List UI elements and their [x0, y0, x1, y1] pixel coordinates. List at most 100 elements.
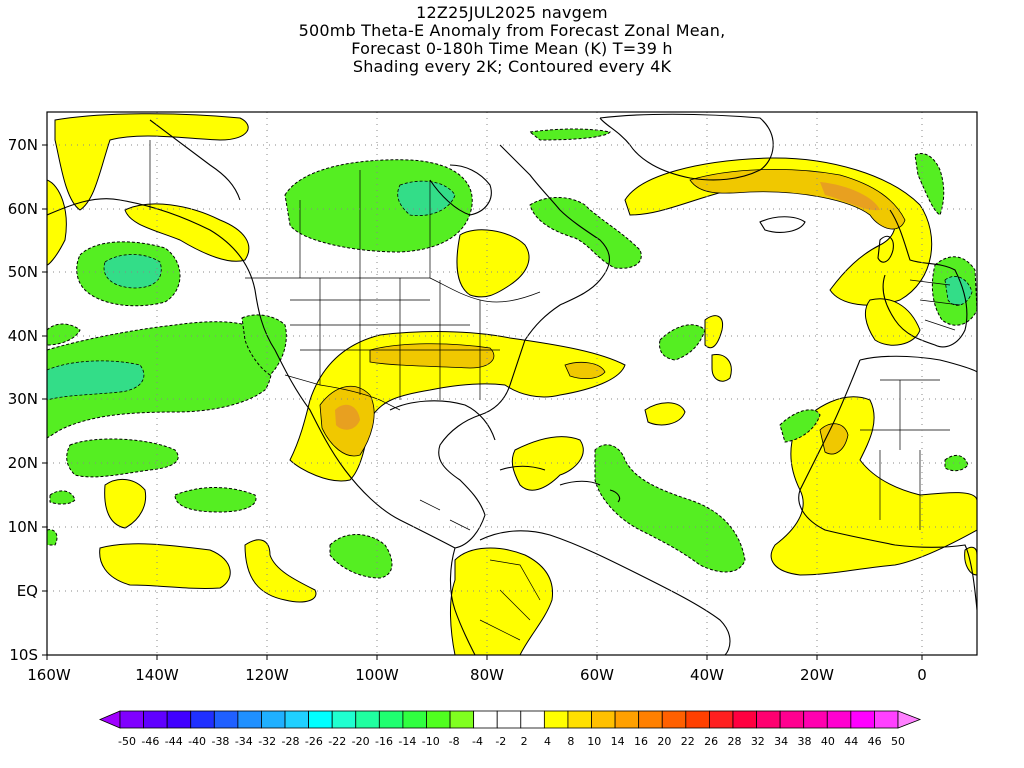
- gulf-coast: [389, 400, 496, 441]
- western-europe-warm: [864, 298, 921, 346]
- colorbar-label: -34: [235, 735, 253, 748]
- central-pacific-cold: [174, 487, 257, 513]
- colorbar-box: [874, 710, 899, 729]
- greenland-strong-warm: [689, 169, 906, 230]
- south-america-borders: [479, 559, 541, 641]
- colorbar-box: [166, 710, 192, 729]
- colorbar-box: [591, 710, 616, 729]
- atlantic-cold-2: [659, 324, 706, 361]
- colorbar-label: 16: [634, 735, 648, 748]
- greenland-cold: [528, 128, 611, 141]
- greenland-max-warm: [820, 182, 880, 211]
- lon-label: 120W: [245, 666, 289, 684]
- equatorial-pacific-warm: [99, 543, 231, 589]
- lon-label: 20W: [800, 666, 834, 684]
- colorbar-label: -22: [328, 735, 346, 748]
- colorbar-label: -8: [449, 735, 460, 748]
- colorbar-box: [190, 710, 215, 729]
- political-borders: [149, 140, 961, 641]
- europe-borders: [909, 279, 961, 331]
- lon-label: 0: [917, 666, 927, 684]
- colorbar-label: -44: [165, 735, 183, 748]
- east-pacific-strong-cold: [47, 360, 145, 401]
- south-america-warm: [449, 547, 554, 655]
- alaska-coast: [149, 119, 241, 201]
- colorbar-box: [732, 710, 757, 729]
- africa-coast: [798, 355, 977, 611]
- plot-frame: [46, 111, 978, 656]
- title-line-3: Forecast 0-180h Time Mean (K) T=39 h: [351, 39, 673, 58]
- colorbar-label: -20: [352, 735, 370, 748]
- sw-pacific-cold: [47, 529, 58, 546]
- colorbar-box: [402, 710, 427, 729]
- nw-corner-warm: [54, 113, 249, 211]
- colorbar-label: -32: [258, 735, 276, 748]
- lat-label: 10N: [8, 518, 38, 536]
- colorbar-label: 20: [657, 735, 671, 748]
- iceland-coast: [759, 216, 806, 233]
- colorbar-left-arrow: [98, 710, 121, 729]
- colorbar-box: [261, 710, 286, 729]
- colorbar-box: [284, 710, 310, 729]
- lat-label: 10S: [9, 646, 38, 664]
- colorbar-labels: -50 -46 -44 -40 -38 -34 -32 -28 -26 -22 -20 -16 -14-…: [118, 735, 905, 748]
- africa-strong-warm: [819, 423, 849, 455]
- colorbar-label: 38: [798, 735, 812, 748]
- colorbar-label: 8: [567, 735, 574, 748]
- colorbar-box: [331, 710, 357, 729]
- west-edge-warm: [47, 179, 67, 266]
- canada-province-lines: [149, 140, 431, 278]
- colorbar-box: [661, 710, 687, 729]
- colorbar-box: [426, 710, 451, 729]
- colorbar-label: -26: [305, 735, 323, 748]
- colorbar-box: [803, 710, 828, 729]
- colorbar-label: 14: [611, 735, 625, 748]
- east-africa-edge-warm: [964, 546, 977, 576]
- south-america-coast: [449, 530, 731, 655]
- lat-label: 50N: [8, 263, 38, 281]
- lat-label: EQ: [17, 582, 38, 600]
- europe-coast: [882, 209, 968, 348]
- lat-lon-gridlines: [47, 112, 977, 655]
- mexico-max-warm: [335, 404, 360, 430]
- us-strong-warm: [369, 343, 495, 369]
- british-isles-coast: [877, 235, 894, 263]
- colorbar-label: 28: [727, 735, 741, 748]
- colorbar-box: [850, 710, 875, 729]
- title-line-1: 12Z25JUL2025 navgem: [416, 3, 608, 22]
- north-america-coast: [47, 144, 610, 549]
- colorbar-box: [826, 710, 852, 729]
- colorbar-box: [355, 710, 380, 729]
- colorbar-label: -50: [118, 735, 136, 748]
- central-america-borders: [419, 499, 471, 531]
- us-canada-border: [245, 277, 541, 303]
- colorbar-label: 26: [704, 735, 718, 748]
- gulf-warm: [511, 436, 584, 491]
- africa-borders: [860, 379, 950, 530]
- colorbar-label: 44: [844, 735, 858, 748]
- colorbar-label: -46: [141, 735, 159, 748]
- lat-label: 60N: [8, 200, 38, 218]
- colorbar-label: 34: [774, 735, 788, 748]
- colorbar-label: 22: [681, 735, 695, 748]
- colorbar-box: [756, 710, 781, 729]
- tropical-pacific-cold: [66, 438, 179, 478]
- lon-label: 40W: [690, 666, 724, 684]
- colorbar-label: -2: [495, 735, 506, 748]
- strong-negative-anomaly-regions: [47, 180, 973, 401]
- colorbar-box: [496, 710, 522, 729]
- colorbar-right-arrow: [897, 710, 922, 729]
- east-africa-cold: [944, 454, 969, 472]
- lon-label: 80W: [470, 666, 504, 684]
- colorbar-box: [308, 710, 333, 729]
- colorbar-box: [779, 710, 805, 729]
- lat-label: 20N: [8, 454, 38, 472]
- colorbar-box: [143, 710, 168, 729]
- colorbar-box: [638, 710, 663, 729]
- west-pacific-cold-1: [47, 323, 81, 346]
- colorbar-label: -28: [282, 735, 300, 748]
- lat-label: 30N: [8, 390, 38, 408]
- colorbar-box: [213, 710, 239, 729]
- title-line-4: Shading every 2K; Contoured every 4K: [352, 57, 672, 76]
- us-mexico-border: [284, 374, 401, 411]
